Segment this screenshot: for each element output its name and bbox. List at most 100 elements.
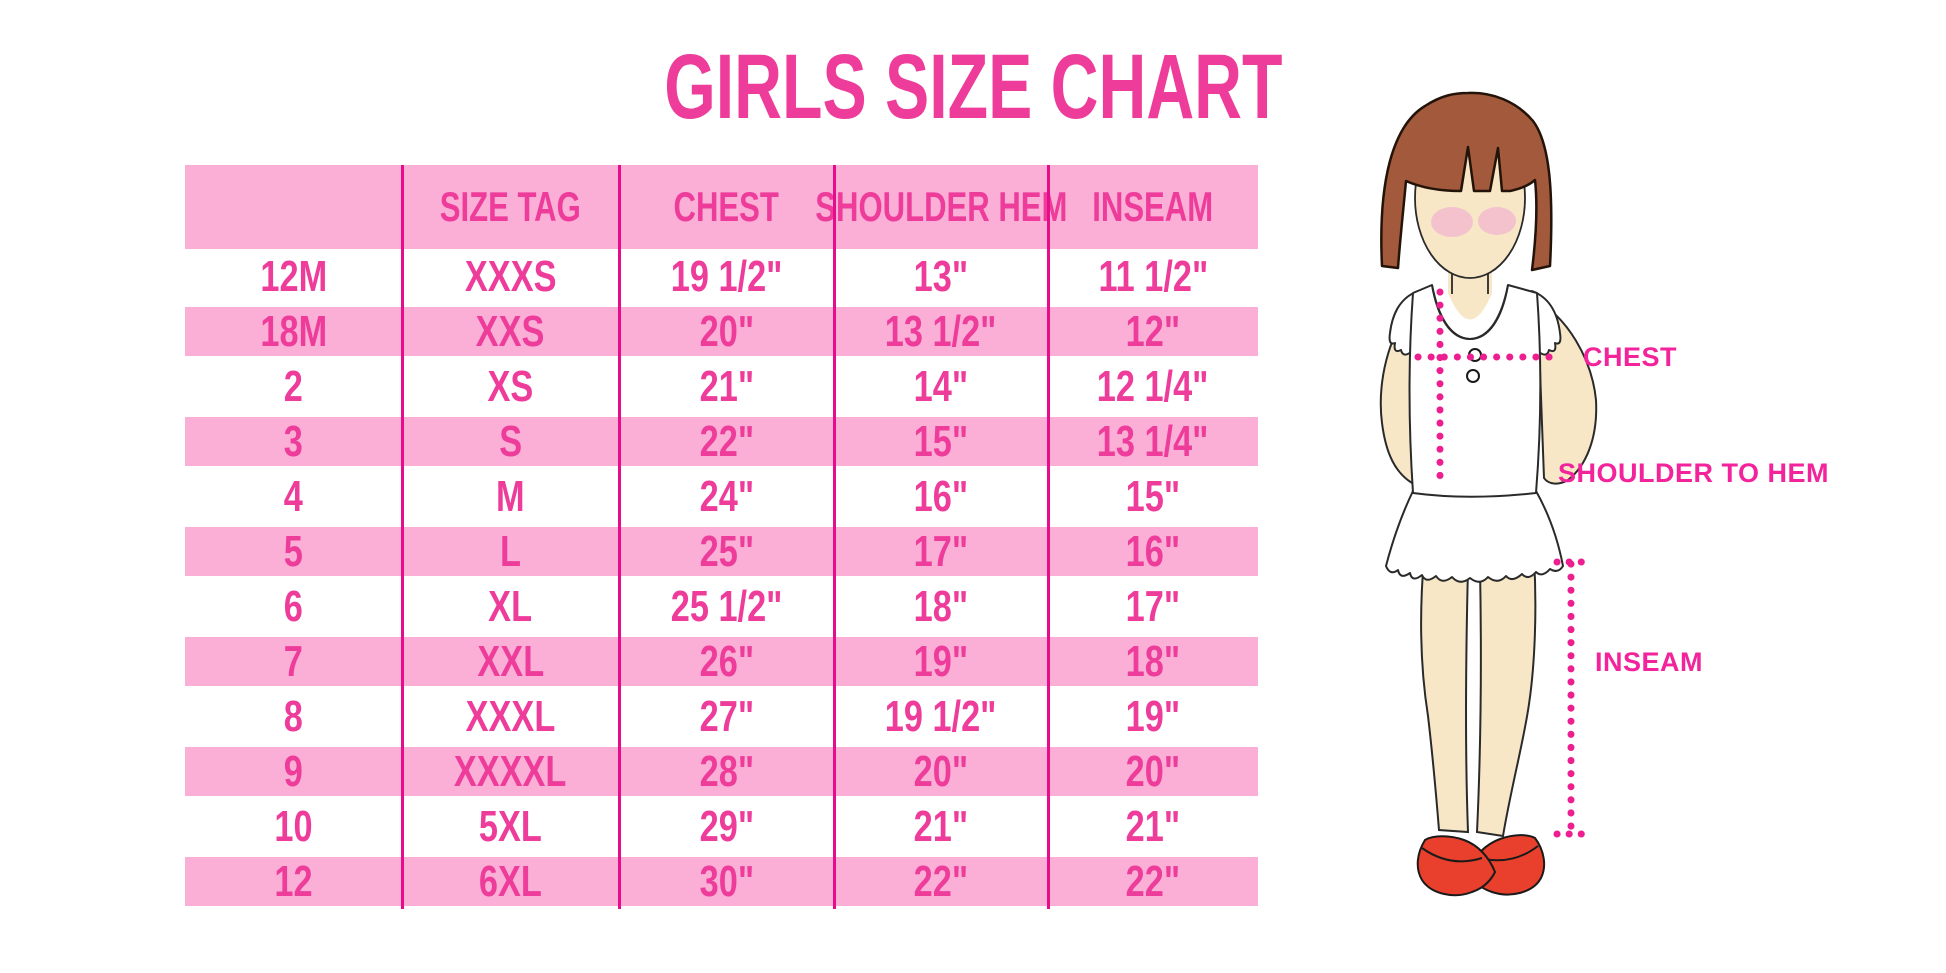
chest-label: CHEST <box>1583 342 1678 372</box>
table-cell: 15" <box>1048 469 1258 524</box>
cell-text: 15" <box>1125 471 1181 521</box>
cell-text: 13 1/2" <box>885 306 997 356</box>
table-cell: 22" <box>834 857 1048 906</box>
cell-text: 12 1/4" <box>1097 361 1209 411</box>
right-leg <box>1475 556 1537 838</box>
hair <box>1380 91 1553 272</box>
header-cell-blank <box>185 165 402 249</box>
cell-text: 12" <box>1125 306 1181 356</box>
cell-text: XXXL <box>465 691 556 741</box>
left-shoe <box>1416 835 1497 897</box>
row-size-cell: 4 <box>185 469 402 524</box>
table-cell: XXXS <box>402 249 619 304</box>
header-text: SHOULDER HEM <box>814 183 1068 230</box>
row-size-cell: 12M <box>185 249 402 304</box>
table-cell: 29" <box>619 799 834 854</box>
cell-text: 10 <box>274 801 313 851</box>
table-cell: 21" <box>619 359 834 414</box>
cell-text: 14" <box>913 361 969 411</box>
cell-text: 28" <box>699 746 754 796</box>
blush-right <box>1478 207 1516 235</box>
cell-text: 9 <box>283 746 304 796</box>
cell-text: 26" <box>699 636 754 686</box>
header-cell-shoulder-hem: SHOULDER HEM <box>815 165 1067 249</box>
cell-text: 27" <box>699 691 754 741</box>
cell-text: 11 1/2" <box>1098 251 1208 301</box>
table-cell: XXXXL <box>402 747 619 796</box>
header-cell-chest: CHEST <box>619 165 834 249</box>
table-cell: 11 1/2" <box>1048 249 1258 304</box>
table-cell: XXXL <box>402 689 619 744</box>
table-cell: 30" <box>619 857 834 906</box>
table-cell: 12" <box>1048 307 1258 356</box>
table-row: 2 XS 21" 14" 12 1/4" <box>185 359 1258 414</box>
page-title: GIRLS SIZE CHART <box>0 41 1946 133</box>
table-cell: 21" <box>1048 799 1258 854</box>
left-shoe-strap <box>1421 847 1483 863</box>
cell-text: 8 <box>283 691 304 741</box>
shoulder-to-hem-label: SHOULDER TO HEM <box>1558 458 1830 488</box>
table-cell: M <box>402 469 619 524</box>
row-size-cell: 6 <box>185 579 402 634</box>
cell-text: XXXS <box>464 251 557 301</box>
cell-text: 19 1/2" <box>670 251 783 301</box>
cell-text: 5XL <box>479 801 542 851</box>
cell-text: 3 <box>283 416 304 466</box>
table-cell: 19 1/2" <box>834 689 1048 744</box>
cell-text: 6 <box>283 581 304 631</box>
cell-text: 16" <box>1125 526 1181 576</box>
left-leg <box>1420 556 1470 834</box>
cell-text: 21" <box>699 361 754 411</box>
size-table: SIZE TAG CHEST SHOULDER HEM INSEAM 12M XX… <box>185 165 1258 909</box>
skirt <box>1385 490 1564 583</box>
cell-text: 7 <box>283 636 304 686</box>
table-cell: 25" <box>619 527 834 576</box>
table-cell: 25 1/2" <box>619 579 834 634</box>
column-separator <box>617 165 621 909</box>
table-cell: 17" <box>1048 579 1258 634</box>
cell-text: 16" <box>913 471 969 521</box>
table-cell: 19" <box>834 637 1048 686</box>
cell-text: XL <box>488 581 533 631</box>
blush-left <box>1431 207 1473 237</box>
header-cell-size-tag: SIZE TAG <box>402 165 619 249</box>
table-cell: 19 1/2" <box>619 249 834 304</box>
table-cell: 15" <box>834 417 1048 466</box>
cell-text: S <box>499 416 522 466</box>
table-cell: 14" <box>834 359 1048 414</box>
cell-text: 17" <box>913 526 969 576</box>
cell-text: 4 <box>283 471 304 521</box>
column-separator <box>1046 165 1050 909</box>
column-separator <box>400 165 404 909</box>
cell-text: 18M <box>260 306 327 356</box>
column-separator <box>832 165 836 909</box>
cell-text: 20" <box>913 746 969 796</box>
cell-text: 30" <box>699 856 754 906</box>
cell-text: 17" <box>1125 581 1181 631</box>
cell-text: 20" <box>699 306 754 356</box>
table-cell: 20" <box>834 747 1048 796</box>
table-cell: 21" <box>834 799 1048 854</box>
header-text: SIZE TAG <box>439 183 582 230</box>
cell-text: 25 1/2" <box>670 581 783 631</box>
table-cell: 26" <box>619 637 834 686</box>
table-row: 12 6XL 30" 22" 22" <box>185 854 1258 909</box>
cell-text: M <box>496 471 525 521</box>
table-cell: 5XL <box>402 799 619 854</box>
cell-text: 19 1/2" <box>885 691 997 741</box>
table-cell: S <box>402 417 619 466</box>
cell-text: XXXXL <box>454 746 567 796</box>
cell-text: 15" <box>913 416 969 466</box>
cell-text: 22" <box>913 856 969 906</box>
cell-text: L <box>500 526 521 576</box>
cell-text: 19" <box>913 636 969 686</box>
cell-text: 22" <box>699 416 754 466</box>
header-text: CHEST <box>673 183 780 230</box>
table-cell: 13" <box>834 249 1048 304</box>
cell-text: XS <box>487 361 534 411</box>
cell-text: 18" <box>913 581 969 631</box>
cell-text: 21" <box>1125 801 1181 851</box>
table-cell: 12 1/4" <box>1048 359 1258 414</box>
table-cell: 18" <box>1048 637 1258 686</box>
table-cell: 20" <box>619 307 834 356</box>
